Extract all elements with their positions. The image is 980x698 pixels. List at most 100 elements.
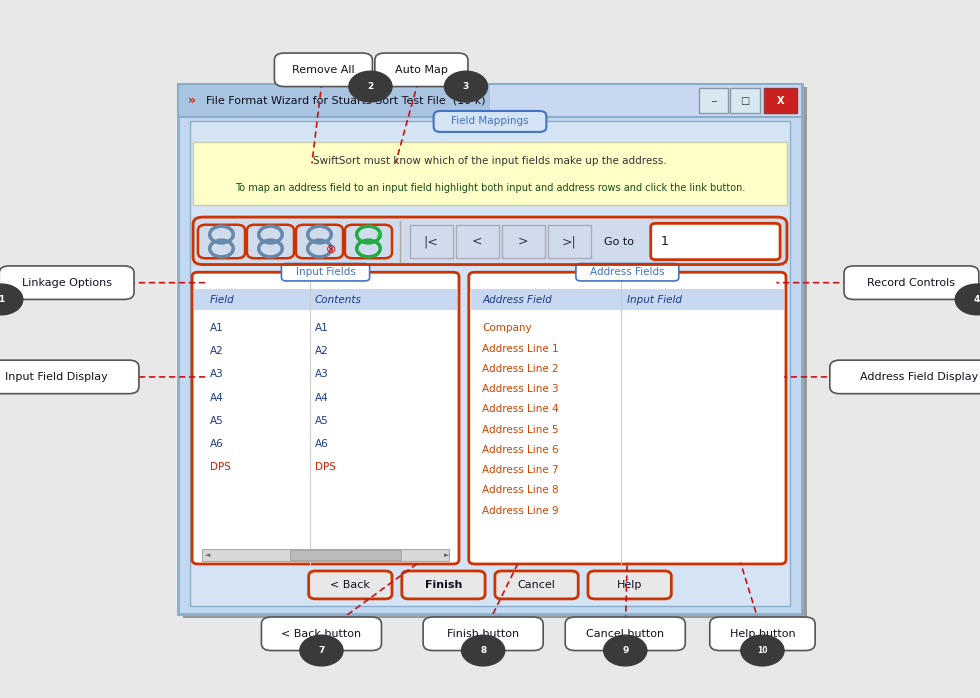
Circle shape [462, 635, 505, 666]
Text: < Back: < Back [330, 580, 370, 590]
Circle shape [956, 284, 980, 315]
Bar [502, 225, 545, 258]
Text: Address Line 6: Address Line 6 [482, 445, 560, 455]
FancyBboxPatch shape [830, 360, 980, 394]
Bar [764, 88, 797, 113]
Text: Address Field: Address Field [482, 295, 553, 305]
Text: ◄: ◄ [205, 552, 210, 558]
Text: A5: A5 [315, 415, 328, 426]
Text: Input Field Display: Input Field Display [6, 372, 108, 382]
Text: ⊗: ⊗ [326, 244, 336, 256]
Text: A3: A3 [210, 369, 223, 380]
Text: Auto Map: Auto Map [395, 65, 448, 75]
Bar [190, 121, 790, 606]
FancyBboxPatch shape [262, 617, 381, 651]
Bar [178, 84, 802, 117]
FancyBboxPatch shape [274, 53, 372, 87]
Bar [178, 84, 802, 614]
FancyBboxPatch shape [192, 272, 459, 564]
Text: 1: 1 [661, 235, 668, 248]
Text: Address Field Display: Address Field Display [860, 372, 978, 382]
Text: Address Line 7: Address Line 7 [482, 465, 560, 475]
Text: □: □ [740, 96, 750, 105]
Circle shape [741, 635, 784, 666]
Bar [183, 87, 807, 618]
Text: < Back button: < Back button [281, 629, 362, 639]
Text: Company: Company [482, 323, 532, 334]
Text: ↗: ↗ [374, 230, 382, 239]
Bar [192, 216, 788, 267]
Bar [410, 225, 453, 258]
FancyBboxPatch shape [281, 263, 369, 281]
Text: Remove All: Remove All [292, 65, 355, 75]
Text: Finish button: Finish button [447, 629, 519, 639]
Text: Cancel: Cancel [517, 580, 556, 590]
Bar [202, 549, 449, 561]
Text: 4: 4 [973, 295, 980, 304]
FancyBboxPatch shape [309, 571, 392, 599]
FancyBboxPatch shape [198, 225, 245, 258]
Text: >|: >| [562, 235, 577, 248]
Text: File Format Wizard for Stuarts Sort Test File  (10 k): File Format Wizard for Stuarts Sort Test… [206, 96, 485, 105]
Circle shape [0, 284, 23, 315]
Circle shape [349, 71, 392, 102]
Circle shape [604, 635, 647, 666]
Text: Address Line 4: Address Line 4 [482, 404, 560, 415]
Text: Address Line 9: Address Line 9 [482, 505, 560, 516]
Text: A2: A2 [210, 346, 223, 357]
FancyBboxPatch shape [468, 272, 786, 564]
Text: Address Line 2: Address Line 2 [482, 364, 560, 374]
Text: A4: A4 [315, 392, 328, 403]
Text: A1: A1 [315, 323, 328, 334]
FancyBboxPatch shape [844, 266, 979, 299]
FancyBboxPatch shape [247, 225, 294, 258]
Text: Record Controls: Record Controls [867, 278, 955, 288]
Text: 2: 2 [368, 82, 373, 91]
Text: 10: 10 [758, 646, 767, 655]
Text: Finish: Finish [424, 580, 463, 590]
FancyBboxPatch shape [296, 225, 343, 258]
Text: Go to: Go to [604, 237, 634, 246]
Text: DPS: DPS [210, 461, 230, 472]
Text: |<: |< [423, 235, 439, 248]
Text: >: > [518, 235, 528, 248]
Text: A6: A6 [210, 438, 223, 449]
Text: 3: 3 [463, 82, 469, 91]
Text: Field Mappings: Field Mappings [451, 117, 529, 126]
Text: ►: ► [444, 552, 450, 558]
Text: Address Line 8: Address Line 8 [482, 485, 560, 496]
Bar [548, 225, 591, 258]
Text: Address Fields: Address Fields [590, 267, 664, 277]
Circle shape [444, 71, 487, 102]
Text: DPS: DPS [315, 461, 336, 472]
Text: ─: ─ [710, 96, 716, 105]
Text: 1: 1 [0, 295, 4, 304]
Text: Cancel button: Cancel button [586, 629, 664, 639]
FancyBboxPatch shape [576, 263, 679, 281]
FancyBboxPatch shape [495, 571, 578, 599]
Text: A3: A3 [315, 369, 328, 380]
FancyBboxPatch shape [710, 617, 815, 651]
Text: X: X [777, 96, 784, 105]
Text: SwiftSort must know which of the input fields make up the address.: SwiftSort must know which of the input f… [314, 156, 666, 166]
Bar [470, 290, 784, 310]
Bar [178, 84, 802, 117]
Text: Field: Field [210, 295, 234, 305]
Text: Address Line 3: Address Line 3 [482, 384, 560, 394]
Text: Input Field: Input Field [627, 295, 682, 305]
Text: Address Line 5: Address Line 5 [482, 424, 560, 435]
Circle shape [300, 635, 343, 666]
FancyBboxPatch shape [433, 111, 547, 132]
Text: »: » [188, 94, 196, 107]
Text: <: < [472, 235, 482, 248]
Bar [490, 84, 802, 117]
Text: Address Line 1: Address Line 1 [482, 343, 560, 354]
FancyBboxPatch shape [0, 266, 134, 299]
Text: A2: A2 [315, 346, 328, 357]
Bar [699, 88, 728, 113]
FancyBboxPatch shape [0, 360, 139, 394]
Text: Linkage Options: Linkage Options [22, 278, 112, 288]
FancyBboxPatch shape [345, 225, 392, 258]
Bar [290, 550, 402, 560]
Text: A4: A4 [210, 392, 223, 403]
